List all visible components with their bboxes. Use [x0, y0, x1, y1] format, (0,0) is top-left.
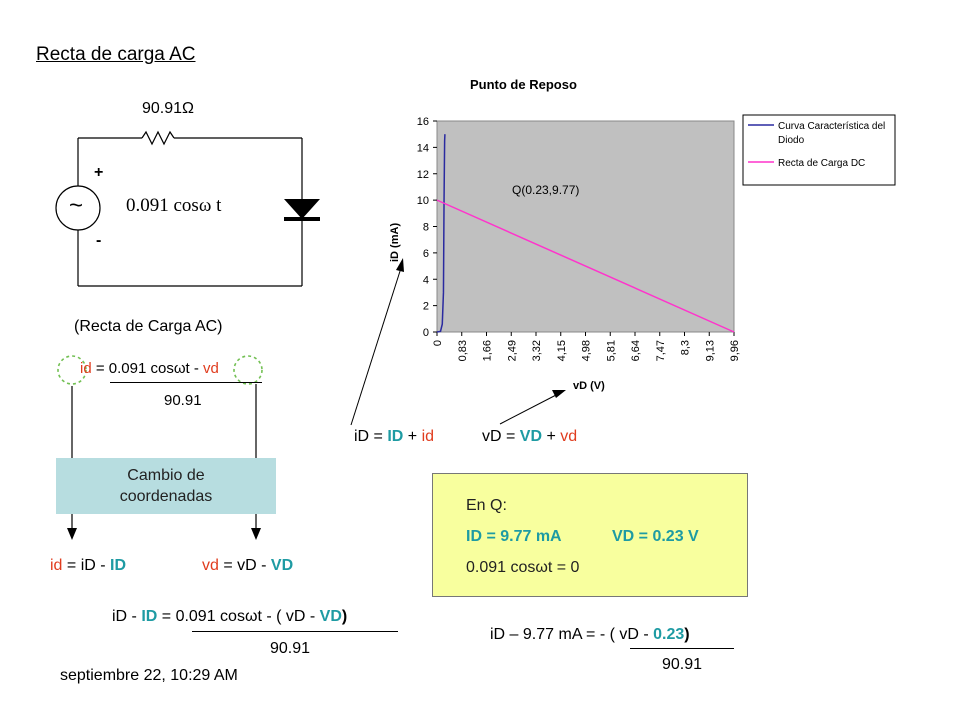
bottom-equation-denominator: 90.91 [270, 640, 311, 657]
x-tick-label: 9,96 [729, 340, 741, 361]
def-vd-small: vd [202, 557, 219, 574]
beq-d: VD [319, 608, 342, 625]
q-condition: 0.091 cosωt = 0 [466, 559, 580, 576]
x-tick-label: 8,3 [680, 340, 692, 355]
ac-source-icon: ~ [69, 192, 84, 219]
beq-b: ID [141, 608, 158, 625]
page-title: Recta de carga AC [36, 44, 196, 65]
fraction-bar [110, 382, 262, 383]
x-tick-label: 5,81 [605, 340, 617, 361]
eq-id: id [80, 360, 92, 377]
qeq-a: iD – 9.77 mA = - ( vD - [490, 626, 654, 643]
def-vd-mid: = vD - [218, 557, 271, 574]
ac-line-caption: (Recta de Carga AC) [74, 318, 223, 335]
x-tick-label: 1,66 [482, 340, 494, 361]
tot-iD-b: ID [387, 428, 404, 445]
plus-sign: + [94, 164, 104, 181]
x-tick-label: 0 [432, 340, 444, 346]
y-tick-label: 4 [423, 274, 429, 286]
qeq-c: ) [684, 626, 690, 643]
x-tick-label: 7,47 [655, 340, 667, 361]
beq-a: iD - [112, 608, 142, 625]
y-tick-label: 8 [423, 222, 429, 234]
y-tick-label: 16 [417, 116, 429, 128]
x-tick-label: 3,32 [531, 340, 543, 361]
q-VD: VD = 0.23 V [612, 528, 699, 545]
footer-date: septiembre 22, 10:29 AM [60, 667, 238, 684]
change-coordinates-box: Cambio de coordenadas [56, 458, 276, 514]
tot-iD-d: id [421, 428, 435, 445]
def-id-mid: = iD - [62, 557, 111, 574]
tot-iD-a: iD = [354, 428, 388, 445]
tot-vD-b: VD [519, 428, 543, 445]
minus-sign: - [96, 232, 102, 249]
chart-title: Punto de Reposo [470, 77, 577, 92]
tot-vD-d: vd [560, 428, 578, 445]
eq-vd: vd [203, 360, 219, 377]
y-tick-label: 14 [417, 142, 429, 154]
bottom-equation-numerator: iD - ID = 0.091 cosωt - ( vD - VD) [112, 608, 347, 626]
series-line-1 [436, 199, 735, 333]
x-tick-label: 6,64 [630, 340, 642, 361]
q-annotation: Q(0.23,9.77) [512, 183, 579, 197]
def-id-big: ID [110, 557, 127, 574]
beq-c: = 0.091 cosωt - ( vD - [157, 608, 320, 625]
iD-total: iD = ID + id [354, 428, 434, 446]
legend-label-0: Curva Característica del Diodo [778, 121, 885, 146]
y-tick-label: 6 [423, 248, 429, 260]
beq-e: ) [341, 608, 348, 625]
change-line-1: Cambio de [127, 467, 205, 484]
def-vd-big: VD [270, 557, 294, 574]
tot-iD-c: + [403, 428, 422, 445]
q-point-box [432, 473, 748, 597]
x-tick-label: 2,49 [506, 340, 518, 361]
x-tick-label: 0,83 [457, 340, 469, 361]
series-line-0 [436, 134, 446, 333]
y-tick-label: 0 [423, 327, 429, 339]
vD-total: vD = VD + vd [482, 428, 577, 446]
source-label: 0.091 cosω t [126, 195, 222, 216]
ac-line-denominator: 90.91 [164, 392, 202, 409]
y-tick-label: 12 [417, 169, 429, 181]
tot-vD-a: vD = [482, 428, 520, 445]
change-line-2: coordenadas [119, 488, 213, 505]
x-axis-label: vD (V) [573, 380, 605, 392]
qeq-b: 0.23 [653, 626, 685, 643]
resistor-label: 90.91Ω [142, 100, 194, 117]
id-definition: id = iD - ID [50, 557, 126, 575]
q-ID: ID = 9.77 mA [466, 528, 562, 545]
x-tick-label: 4,98 [581, 340, 593, 361]
legend-label-1: Recta de Carga DC [778, 158, 865, 169]
plot-area [436, 120, 735, 333]
q-equation-numerator: iD – 9.77 mA = - ( vD - 0.23) [490, 626, 690, 644]
x-tick-label: 9,13 [704, 340, 716, 361]
y-axis-label: iD (mA) [389, 223, 401, 262]
x-tick-label: 4,15 [556, 340, 568, 361]
eq-mid: = 0.091 cosωt - [91, 360, 204, 377]
q-heading: En Q: [466, 497, 507, 514]
ac-line-numerator: id = 0.091 cosωt - vd [80, 360, 219, 377]
tot-vD-c: + [542, 428, 561, 445]
vd-definition: vd = vD - VD [202, 557, 293, 575]
q-fraction-bar [630, 648, 734, 649]
legend-box [742, 114, 896, 186]
y-tick-label: 2 [423, 301, 429, 313]
q-equation-denominator: 90.91 [662, 656, 703, 673]
def-id-small: id [50, 557, 63, 574]
y-tick-label: 10 [417, 195, 429, 207]
bottom-fraction-bar [192, 631, 398, 632]
